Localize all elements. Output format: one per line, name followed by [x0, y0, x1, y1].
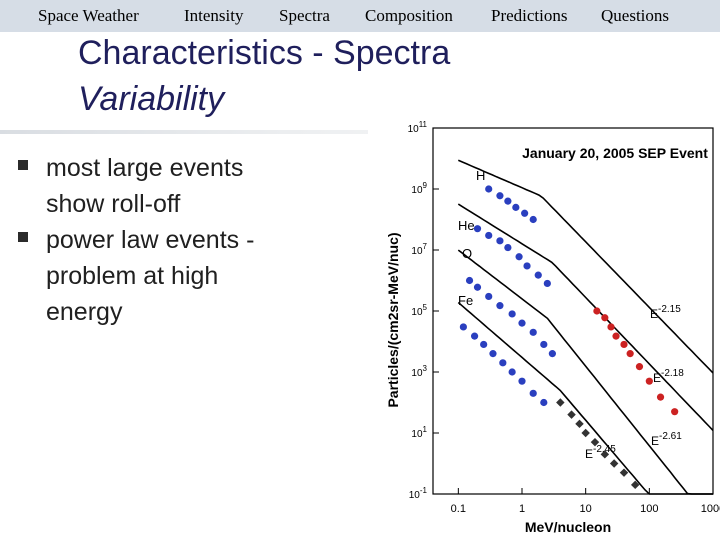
- data-point: [567, 410, 576, 419]
- bullet-text: power law events - problem at high energ…: [46, 226, 255, 326]
- data-point: [504, 243, 512, 252]
- x-tick-label: 0.1: [451, 503, 466, 515]
- chart-title: January 20, 2005 SEP Event: [522, 145, 708, 161]
- data-point: [496, 192, 504, 200]
- bullet-square-icon: [18, 160, 28, 170]
- data-point: [459, 323, 467, 331]
- series-annotation: O: [462, 246, 472, 261]
- fit-curve-line: [457, 159, 714, 374]
- data-point: [556, 398, 565, 407]
- data-point: [529, 328, 537, 336]
- data-point: [473, 225, 482, 233]
- fit-curve-line: [457, 203, 714, 431]
- data-point: [630, 480, 640, 490]
- series-annotation: He: [458, 218, 475, 233]
- spectra-chart: 0.11101001000101110910710510310110-1 Jan…: [368, 120, 720, 540]
- nav-item-composition[interactable]: Composition: [365, 6, 453, 25]
- data-point: [540, 340, 548, 349]
- top-navigation-bar: Space Weather Intensity Spectra Composit…: [0, 0, 720, 32]
- x-axis-label: MeV/nucleon: [525, 519, 611, 535]
- data-point: [635, 363, 644, 371]
- y-axis-label: Particles/(cm2sr-MeV/nuc): [385, 232, 401, 407]
- data-point: [543, 279, 551, 288]
- data-point: [671, 408, 679, 416]
- data-point: [600, 450, 610, 459]
- title-divider: [0, 130, 720, 134]
- data-point: [496, 302, 504, 310]
- data-point: [496, 237, 504, 245]
- data-point: [499, 359, 507, 367]
- nav-item-predictions[interactable]: Predictions: [491, 6, 568, 25]
- data-point: [518, 319, 526, 327]
- data-point: [581, 428, 590, 438]
- series-annotation: Fe: [458, 293, 473, 308]
- nav-item-space-weather[interactable]: Space Weather: [38, 6, 139, 25]
- data-point: [620, 340, 628, 349]
- data-point: [575, 419, 584, 429]
- bullet-item: power law events - problem at high energ…: [18, 222, 318, 330]
- data-point: [601, 314, 609, 322]
- nav-item-intensity[interactable]: Intensity: [184, 6, 244, 25]
- x-tick-label: 1000: [701, 503, 720, 515]
- data-point: [593, 307, 601, 315]
- data-point: [626, 350, 634, 358]
- data-point: [485, 231, 493, 240]
- spectra-figure: 0.11101001000101110910710510310110-1 Jan…: [368, 120, 720, 540]
- data-point: [607, 323, 615, 331]
- bullet-list: most large events show roll-off power la…: [18, 150, 318, 330]
- data-point: [465, 276, 474, 285]
- nav-item-questions[interactable]: Questions: [601, 6, 669, 25]
- bullet-square-icon: [18, 232, 28, 242]
- data-point: [656, 393, 665, 401]
- data-point: [590, 437, 600, 447]
- data-point: [485, 292, 493, 301]
- fit-curve-line: [457, 301, 713, 495]
- fit-curve-line: [457, 249, 713, 495]
- data-point: [548, 350, 556, 358]
- data-point: [521, 209, 529, 217]
- data-point: [512, 203, 520, 211]
- bullet-item: most large events show roll-off: [18, 150, 318, 222]
- slide-subtitle: Variability: [78, 80, 225, 118]
- data-point: [609, 459, 619, 468]
- nav-item-spectra[interactable]: Spectra: [279, 6, 330, 25]
- slide-title: Characteristics - Spectra: [78, 34, 451, 72]
- data-point: [480, 340, 488, 349]
- data-point: [529, 215, 537, 224]
- data-point: [489, 350, 497, 358]
- data-point: [508, 368, 516, 376]
- data-point: [508, 310, 516, 318]
- data-point: [485, 185, 493, 193]
- series-annotation: H: [476, 168, 485, 183]
- data-point: [619, 468, 629, 477]
- data-point: [470, 332, 479, 340]
- data-point: [523, 262, 531, 270]
- data-point: [540, 398, 548, 407]
- data-point: [612, 332, 620, 340]
- x-tick-label: 10: [580, 503, 592, 515]
- x-tick-label: 1: [519, 503, 525, 515]
- data-point: [645, 377, 653, 385]
- data-point: [529, 389, 537, 397]
- data-point: [518, 377, 526, 385]
- data-point: [534, 271, 542, 279]
- x-tick-label: 100: [640, 503, 658, 515]
- data-point: [473, 283, 482, 291]
- data-point: [504, 197, 512, 205]
- bullet-text: most large events show roll-off: [46, 154, 244, 218]
- data-point: [515, 253, 523, 261]
